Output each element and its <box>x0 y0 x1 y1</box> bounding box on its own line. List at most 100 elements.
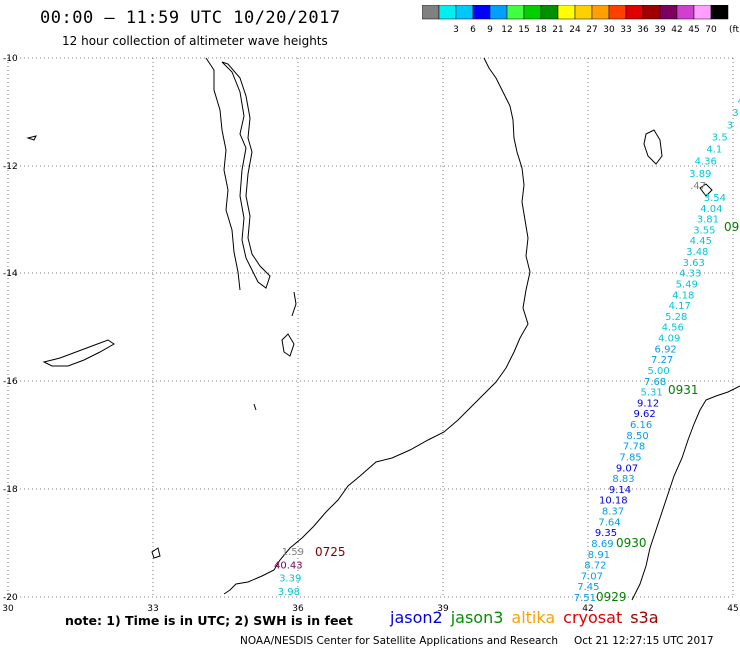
wave-height-value: 8.72 <box>584 561 606 572</box>
wave-height-value: 3.55 <box>693 225 715 236</box>
legend-tick-label: 9 <box>487 25 493 35</box>
pass-time-label: 0725 <box>315 545 346 559</box>
wave-height-value: 6.16 <box>630 420 652 431</box>
madagascar-coastline <box>631 385 740 601</box>
wave-height-value: 3.63 <box>683 258 705 269</box>
legend-tick-label: 3 <box>453 25 459 35</box>
wave-height-value: 4.45 <box>690 236 712 247</box>
wave-height-value: 7.07 <box>581 571 603 582</box>
river-segment <box>291 291 297 317</box>
wave-height-value: 8.91 <box>588 550 610 561</box>
wave-height-value: 8.83 <box>612 474 634 485</box>
satellite-legend-s3a: s3a <box>630 608 659 627</box>
wave-height-value-upper: 4.36 <box>695 157 717 168</box>
lat-tick-label: -20 <box>3 593 18 603</box>
wave-height-tracks: 3.544.043.813.554.453.483.634.335.494.18… <box>274 96 740 604</box>
wave-height-value: 7.64 <box>598 517 620 528</box>
satellite-legend: jason2 jason3 altika cryosat s3a <box>390 608 667 627</box>
coastlines <box>26 57 740 601</box>
lat-tick-label: -10 <box>3 54 18 64</box>
legend-tick-label: 36 <box>637 25 649 35</box>
wave-height-value: 5.28 <box>665 312 687 323</box>
wave-height-value-sw: 40.43 <box>274 560 303 571</box>
wave-height-value: 8.37 <box>602 507 624 518</box>
small-lake-inland <box>253 403 257 411</box>
wave-height-value: 4.33 <box>679 269 701 280</box>
legend-tick-label: 18 <box>535 25 547 35</box>
pass-time-label: 0930 <box>616 536 647 550</box>
wave-height-value: 7.45 <box>577 582 599 593</box>
comoros-island <box>643 129 663 165</box>
legend-tick-label: 33 <box>620 25 631 35</box>
pass-time-label: 0929 <box>596 590 627 604</box>
satellite-legend-jason3: jason3 <box>450 608 504 627</box>
lake-chilwa <box>281 333 295 357</box>
legend-tick-label: 42 <box>671 25 682 35</box>
wave-height-value-sw: 1.59 <box>282 547 304 558</box>
legend-tick-label: 21 <box>552 25 563 35</box>
map-subtitle: 12 hour collection of altimeter wave hei… <box>62 34 328 48</box>
lon-tick-label: 33 <box>147 604 158 614</box>
credit-line: NOAA/NESDIS Center for Satellite Applica… <box>240 635 714 647</box>
wave-height-value: 7.68 <box>644 377 666 388</box>
legend-tick-label: 39 <box>654 25 666 35</box>
pass-time-label: 0931 <box>668 383 699 397</box>
wave-height-value: 9.12 <box>637 398 659 409</box>
credit-text: NOAA/NESDIS Center for Satellite Applica… <box>240 635 558 647</box>
timestamp: Oct 21 12:27:15 UTC 2017 <box>574 635 714 647</box>
wave-height-value: 5.00 <box>648 366 670 377</box>
mainland-coastline <box>223 57 531 595</box>
wave-height-value: 10.18 <box>599 496 628 507</box>
wave-height-value-upper: 3.5 <box>712 132 728 143</box>
lon-tick-label: 42 <box>582 604 593 614</box>
satellite-legend-altika: altika <box>511 608 556 627</box>
wave-height-value: 3.81 <box>697 215 719 226</box>
legend-tick-label: 27 <box>586 25 597 35</box>
legend-tick-label: 45 <box>688 25 699 35</box>
lake-kariba <box>42 339 115 367</box>
legend-tick-label: 24 <box>569 25 581 35</box>
wave-height-value: 4.17 <box>669 301 691 312</box>
lake-malawi <box>221 61 271 289</box>
wave-height-value: 3.48 <box>686 247 708 258</box>
legend-tick-label: 12 <box>501 25 512 35</box>
wave-height-value-upper: .47 <box>690 181 706 192</box>
wave-height-value: 3.54 <box>704 193 726 204</box>
wave-height-value: 4.09 <box>658 334 680 345</box>
wave-height-value-upper: 3 <box>732 108 738 119</box>
wave-height-value-upper: 3 <box>727 120 733 131</box>
lat-tick-label: -16 <box>3 377 18 387</box>
wave-height-value: 4.18 <box>672 290 694 301</box>
wave-height-value: 9.14 <box>609 485 631 496</box>
wave-height-value-upper: 3.89 <box>689 169 711 180</box>
pass-time-labels: 0725 0931 0930 0929 09 <box>315 220 739 604</box>
pass-time-label: 09 <box>724 220 739 234</box>
lon-tick-label: 39 <box>437 604 449 614</box>
wave-height-value-upper: 4 <box>738 96 740 107</box>
wave-height-value: 9.07 <box>616 463 638 474</box>
legend-tick-label: 30 <box>603 25 615 35</box>
lat-tick-label: -14 <box>3 269 18 279</box>
lon-tick-label: 45 <box>727 604 738 614</box>
legend-tick-label: 15 <box>518 25 529 35</box>
wave-height-value: 8.50 <box>626 431 648 442</box>
small-lake-south <box>151 547 161 559</box>
satellite-legend-jason2: jason2 <box>390 608 443 627</box>
wave-height-value: 4.04 <box>700 204 722 215</box>
wave-height-value: 9.62 <box>633 409 655 420</box>
wave-height-value-sw: 3.39 <box>279 574 301 585</box>
lake-western-shore <box>205 57 241 291</box>
wave-height-value: 7.85 <box>619 452 641 463</box>
lat-lon-grid <box>7 57 734 598</box>
wave-height-value: 7.78 <box>623 442 645 453</box>
legend-tick-label: 70 <box>705 25 717 35</box>
wave-height-value: 5.49 <box>676 279 698 290</box>
wave-height-value: 7.51 <box>574 593 596 604</box>
wave-height-value: 4.56 <box>662 323 684 334</box>
legend-unit: (ft) <box>729 25 740 35</box>
note-text: note: 1) Time is in UTC; 2) SWH is in fe… <box>65 613 353 628</box>
wave-height-value: 8.69 <box>591 539 613 550</box>
